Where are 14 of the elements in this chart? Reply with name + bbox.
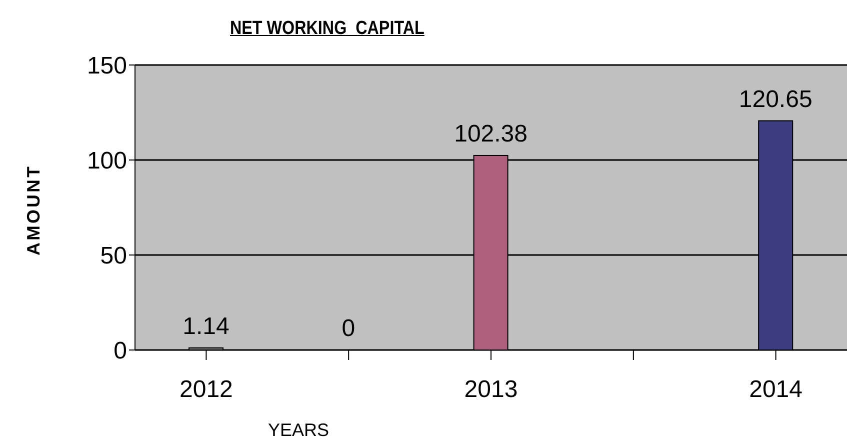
x-tick-label: 2012 (180, 376, 233, 404)
y-tick-label: 100 (86, 148, 127, 175)
y-tick-label: 0 (114, 338, 127, 365)
x-tick-label: 2014 (749, 376, 802, 404)
data-label: 1.14 (182, 312, 230, 340)
y-axis-title: AMOUNT (24, 164, 44, 256)
y-tick-label: 50 (100, 242, 127, 270)
data-label: 0 (342, 315, 356, 342)
chart-title: NET WORKING CAPITAL (230, 18, 424, 40)
y-tick-label: 150 (86, 52, 127, 80)
data-label: 120.65 (738, 86, 812, 113)
x-axis-title: YEARS (268, 420, 330, 441)
data-label: 102.38 (454, 120, 528, 148)
x-tick-label: 2013 (464, 376, 518, 404)
